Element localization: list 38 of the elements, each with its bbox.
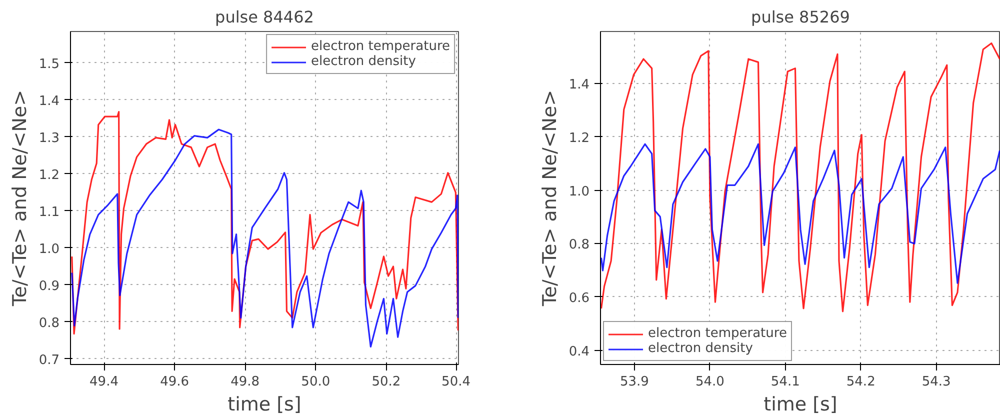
y-tick-label: 1.3 bbox=[38, 130, 60, 146]
y-axis-title: Te/<Te> and Ne/<Ne> bbox=[8, 90, 31, 308]
chart-title: pulse 85269 bbox=[751, 8, 850, 26]
legend-label: electron temperature bbox=[648, 326, 787, 341]
x-tick-label: 54.1 bbox=[770, 374, 800, 390]
y-tick-label: 1.1 bbox=[38, 204, 60, 220]
y-tick-label: 0.9 bbox=[38, 278, 60, 294]
line-series bbox=[600, 143, 1000, 284]
x-tick-label: 50.2 bbox=[372, 374, 401, 390]
x-tick-label: 54.0 bbox=[695, 374, 724, 390]
x-axis-title: time [s] bbox=[764, 394, 838, 416]
x-axis-title: time [s] bbox=[228, 394, 302, 416]
y-tick-label: 0.8 bbox=[568, 238, 590, 253]
x-tick-label: 54.3 bbox=[922, 374, 951, 390]
y-tick-label: 1.0 bbox=[38, 242, 60, 257]
y-tick-label: 0.4 bbox=[568, 344, 590, 360]
y-tick-label: 0.8 bbox=[38, 316, 60, 331]
legend-label: electron density bbox=[311, 54, 416, 69]
x-tick-label: 49.6 bbox=[160, 374, 190, 390]
legend-label: electron density bbox=[648, 341, 753, 356]
x-tick-label: 53.9 bbox=[620, 374, 649, 390]
y-axis-title: Te/<Te> and Ne/<Ne> bbox=[538, 90, 561, 308]
y-tick-label: 0.6 bbox=[568, 290, 590, 306]
x-tick-label: 50.4 bbox=[442, 374, 471, 390]
y-tick-label: 1.2 bbox=[568, 130, 590, 146]
chart-title: pulse 84462 bbox=[215, 8, 314, 26]
y-tick-label: 1.2 bbox=[38, 168, 60, 183]
x-tick-label: 49.8 bbox=[230, 374, 260, 390]
y-tick-label: 1.0 bbox=[568, 184, 590, 200]
y-tick-label: 1.5 bbox=[38, 56, 60, 72]
y-tick-label: 0.7 bbox=[38, 352, 60, 368]
x-tick-label: 50.0 bbox=[301, 374, 330, 390]
x-tick-label: 54.2 bbox=[846, 374, 876, 390]
line-series bbox=[600, 42, 1000, 312]
legend-label: electron temperature bbox=[311, 39, 450, 54]
y-tick-label: 1.4 bbox=[568, 78, 590, 93]
x-tick-label: 49.4 bbox=[90, 374, 118, 390]
y-tick-label: 1.4 bbox=[38, 94, 60, 109]
